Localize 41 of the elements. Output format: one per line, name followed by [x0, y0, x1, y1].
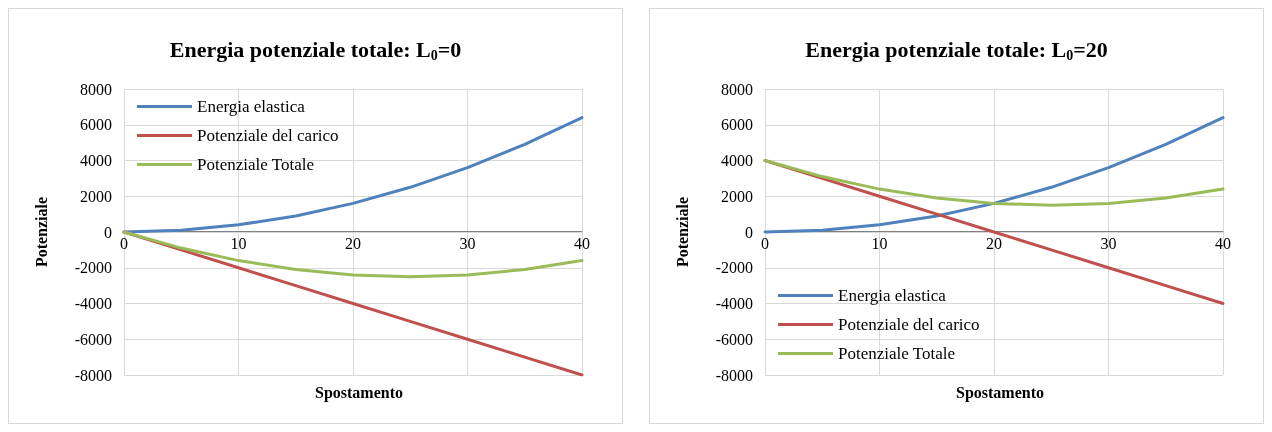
x-axis-title: Spostamento: [955, 383, 1045, 402]
y-tick-label: -4000: [715, 295, 753, 312]
legend-label: Potenziale del carico: [197, 126, 339, 145]
legend-label: Energia elastica: [197, 97, 306, 116]
y-tick-label: -6000: [715, 330, 753, 348]
y-tick-label: 4000: [721, 152, 753, 169]
y-tick-label: -4000: [74, 295, 112, 312]
line-series: [122, 116, 584, 234]
y-axis-title: Potenziale: [32, 196, 50, 268]
x-tick-label: 0: [761, 234, 769, 252]
x-tick-label: 10: [230, 234, 247, 252]
y-tick-label: 4000: [80, 152, 112, 169]
legend-label: Energia elastica: [838, 286, 947, 305]
x-tick-label: 40: [1215, 234, 1231, 252]
y-tick-label: 0: [104, 223, 112, 241]
y-tick-label: -8000: [715, 366, 753, 384]
y-tick-label: 6000: [80, 116, 112, 134]
x-tick-label: 40: [574, 234, 590, 252]
y-axis-title: Potenziale: [673, 196, 691, 268]
legend-label: Potenziale Totale: [197, 155, 314, 174]
y-tick-label: -2000: [715, 259, 753, 277]
line-series: [763, 116, 1225, 234]
x-tick-label: 10: [871, 234, 888, 252]
legend-label: Potenziale del carico: [838, 315, 980, 334]
x-axis-title: Spostamento: [314, 383, 404, 402]
x-tick-label: 30: [1100, 234, 1117, 252]
y-tick-label: 6000: [721, 116, 753, 134]
legend-label: Potenziale Totale: [838, 344, 955, 363]
x-tick-label: 20: [345, 234, 361, 252]
line-series: [763, 159, 1225, 207]
y-tick-label: 8000: [80, 80, 112, 98]
y-tick-label: 0: [745, 223, 753, 241]
y-tick-label: -2000: [74, 259, 112, 277]
x-tick-label: 30: [459, 234, 476, 252]
y-tick-label: 2000: [80, 187, 112, 205]
x-tick-label: 20: [986, 234, 1002, 252]
x-tick-label: 0: [120, 234, 128, 252]
y-tick-label: -8000: [74, 366, 112, 384]
y-tick-label: -6000: [74, 330, 112, 348]
y-tick-label: 8000: [721, 80, 753, 98]
y-tick-label: 2000: [721, 187, 753, 205]
